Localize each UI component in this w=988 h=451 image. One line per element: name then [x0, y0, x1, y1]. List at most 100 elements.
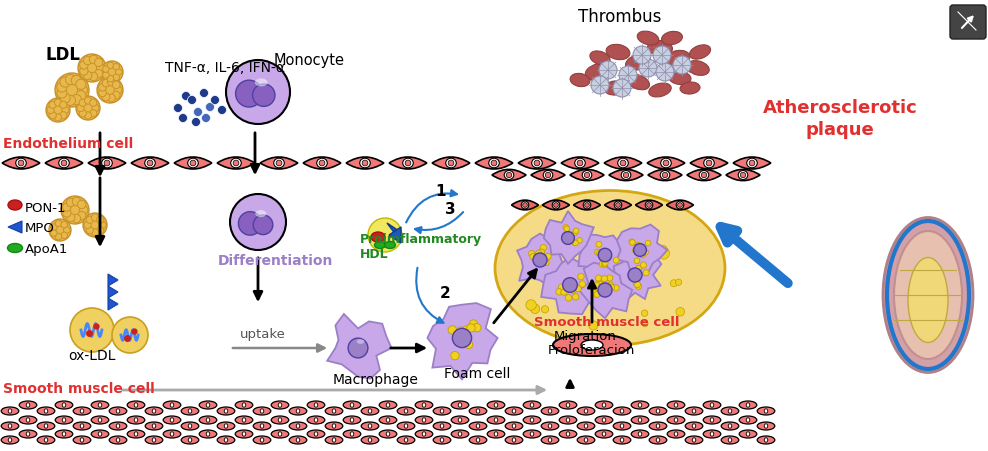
- Circle shape: [66, 213, 75, 222]
- Ellipse shape: [38, 407, 54, 415]
- Ellipse shape: [721, 422, 739, 430]
- Ellipse shape: [386, 418, 389, 422]
- Ellipse shape: [253, 422, 271, 430]
- Circle shape: [670, 280, 678, 287]
- Ellipse shape: [667, 401, 685, 409]
- Ellipse shape: [27, 432, 30, 436]
- Circle shape: [572, 227, 584, 239]
- Ellipse shape: [577, 436, 595, 444]
- Circle shape: [596, 275, 602, 281]
- Ellipse shape: [669, 71, 691, 84]
- Ellipse shape: [19, 416, 37, 424]
- Ellipse shape: [260, 424, 264, 428]
- Ellipse shape: [738, 170, 748, 179]
- Circle shape: [276, 160, 282, 166]
- PathPatch shape: [518, 157, 556, 169]
- Circle shape: [602, 276, 608, 282]
- Circle shape: [62, 209, 71, 217]
- Ellipse shape: [134, 418, 137, 422]
- Ellipse shape: [531, 418, 534, 422]
- Circle shape: [599, 61, 617, 79]
- Circle shape: [585, 243, 596, 254]
- Ellipse shape: [117, 424, 120, 428]
- Text: 2: 2: [440, 286, 451, 301]
- PathPatch shape: [174, 157, 211, 169]
- Circle shape: [609, 287, 619, 297]
- Circle shape: [647, 202, 651, 207]
- Circle shape: [633, 280, 639, 286]
- Circle shape: [572, 239, 577, 245]
- Ellipse shape: [577, 422, 595, 430]
- Ellipse shape: [721, 436, 739, 444]
- Circle shape: [658, 245, 668, 255]
- PathPatch shape: [45, 157, 83, 169]
- Ellipse shape: [307, 401, 325, 409]
- Ellipse shape: [73, 407, 91, 415]
- Ellipse shape: [62, 403, 66, 407]
- PathPatch shape: [648, 170, 682, 180]
- Text: Macrophage: Macrophage: [333, 373, 419, 387]
- Ellipse shape: [674, 418, 678, 422]
- Circle shape: [706, 160, 712, 166]
- Ellipse shape: [163, 401, 181, 409]
- Ellipse shape: [656, 438, 660, 442]
- Ellipse shape: [117, 409, 120, 413]
- Circle shape: [629, 239, 634, 244]
- Ellipse shape: [235, 430, 253, 438]
- Circle shape: [405, 160, 411, 166]
- Circle shape: [80, 61, 88, 69]
- Ellipse shape: [145, 407, 163, 415]
- Ellipse shape: [397, 407, 415, 415]
- Ellipse shape: [531, 403, 534, 407]
- Circle shape: [50, 224, 57, 230]
- Ellipse shape: [44, 438, 47, 442]
- Ellipse shape: [289, 422, 307, 430]
- Circle shape: [200, 88, 208, 97]
- Circle shape: [584, 172, 590, 178]
- Circle shape: [609, 284, 615, 290]
- Circle shape: [608, 282, 614, 288]
- Ellipse shape: [19, 401, 37, 409]
- Ellipse shape: [625, 54, 650, 70]
- Ellipse shape: [728, 409, 732, 413]
- Circle shape: [506, 172, 512, 178]
- Circle shape: [66, 198, 75, 207]
- Circle shape: [556, 289, 562, 295]
- Circle shape: [574, 227, 586, 239]
- Ellipse shape: [476, 409, 480, 413]
- Ellipse shape: [638, 432, 642, 436]
- Ellipse shape: [649, 436, 667, 444]
- Ellipse shape: [638, 418, 642, 422]
- Ellipse shape: [458, 432, 461, 436]
- PathPatch shape: [346, 157, 384, 169]
- PathPatch shape: [687, 170, 721, 180]
- Ellipse shape: [512, 424, 516, 428]
- Circle shape: [564, 230, 570, 236]
- Ellipse shape: [8, 424, 12, 428]
- Polygon shape: [541, 258, 601, 314]
- Ellipse shape: [369, 424, 371, 428]
- Ellipse shape: [690, 45, 710, 59]
- Circle shape: [253, 84, 275, 106]
- Ellipse shape: [110, 422, 126, 430]
- Circle shape: [103, 72, 109, 78]
- Ellipse shape: [422, 403, 426, 407]
- Ellipse shape: [620, 424, 623, 428]
- Circle shape: [570, 287, 577, 293]
- Ellipse shape: [332, 424, 336, 428]
- Circle shape: [658, 247, 670, 259]
- Polygon shape: [327, 314, 391, 378]
- Circle shape: [89, 55, 98, 64]
- Ellipse shape: [110, 436, 126, 444]
- Circle shape: [597, 250, 603, 256]
- Circle shape: [535, 250, 541, 256]
- Ellipse shape: [433, 407, 451, 415]
- Ellipse shape: [325, 422, 343, 430]
- Circle shape: [628, 268, 642, 282]
- Circle shape: [749, 160, 755, 166]
- Ellipse shape: [908, 258, 948, 342]
- Circle shape: [678, 202, 683, 207]
- Ellipse shape: [647, 41, 673, 55]
- Circle shape: [103, 66, 109, 72]
- Ellipse shape: [350, 403, 354, 407]
